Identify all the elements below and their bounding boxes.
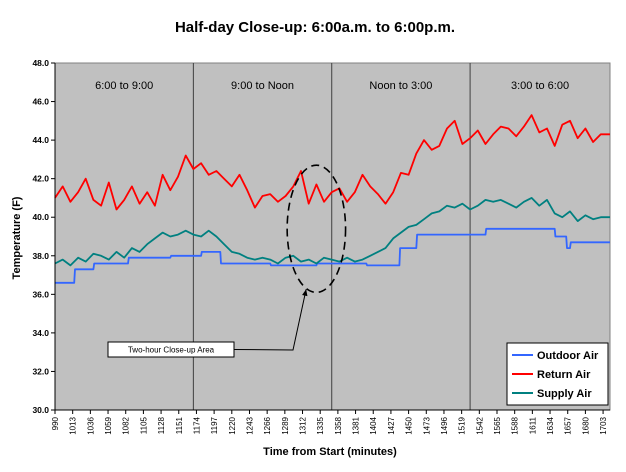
x-tick-label: 1588 <box>511 416 520 434</box>
x-tick-label: 1404 <box>369 416 378 434</box>
x-tick-label: 1220 <box>228 416 237 434</box>
x-tick-label: 1266 <box>263 416 272 434</box>
x-tick-label: 1450 <box>405 416 414 434</box>
y-axis-label: Temperature (F) <box>11 196 23 279</box>
series-line-outdoor-air <box>55 227 610 284</box>
y-tick-label: 48.0 <box>32 58 49 68</box>
x-tick-label: 1174 <box>192 416 201 434</box>
x-tick-label: 1059 <box>104 416 113 434</box>
period-label: 3:00 to 6:00 <box>511 80 569 92</box>
close-up-circle <box>286 164 347 294</box>
x-tick-label: 1289 <box>281 416 290 434</box>
x-tick-label: 1197 <box>210 416 219 434</box>
x-tick-label: 1519 <box>458 416 467 434</box>
legend-label: Return Air <box>537 369 591 381</box>
annotation-arrow <box>233 289 307 351</box>
legend-label: Supply Air <box>537 388 592 400</box>
y-tick-label: 42.0 <box>32 174 49 184</box>
legend-label: Outdoor Air <box>537 350 599 362</box>
annotation-text: Two-hour Close-up Area <box>128 346 215 355</box>
x-tick-label: 1312 <box>299 416 308 434</box>
y-tick-label: 44.0 <box>32 135 49 145</box>
x-tick-label: 1657 <box>564 416 573 434</box>
x-tick-label: 1680 <box>581 416 590 434</box>
x-tick-label: 1381 <box>352 416 361 434</box>
period-label: 9:00 to Noon <box>231 80 294 92</box>
x-tick-label: 1703 <box>599 416 608 434</box>
x-axis-label: Time from Start (minutes) <box>263 446 397 458</box>
period-label: Noon to 3:00 <box>369 80 432 92</box>
y-tick-label: 40.0 <box>32 212 49 222</box>
x-tick-label: 1611 <box>528 416 537 434</box>
series-line-supply-air <box>54 196 610 267</box>
y-tick-label: 38.0 <box>32 251 49 261</box>
x-tick-label: 990 <box>51 416 60 430</box>
x-tick-label: 1496 <box>440 416 449 434</box>
x-tick-label: 1542 <box>475 416 484 434</box>
y-tick-label: 36.0 <box>32 289 49 299</box>
y-tick-label: 34.0 <box>32 328 49 338</box>
chart-title: Half-day Close-up: 6:00a.m. to 6:00p.m. <box>175 19 455 36</box>
y-tick-label: 30.0 <box>32 405 49 415</box>
period-label: 6:00 to 9:00 <box>95 80 153 92</box>
x-tick-label: 1243 <box>245 416 254 434</box>
y-tick-label: 32.0 <box>32 366 49 376</box>
x-tick-label: 1473 <box>422 416 431 434</box>
y-tick-label: 46.0 <box>32 97 49 107</box>
x-tick-label: 1082 <box>122 416 131 434</box>
x-tick-label: 1335 <box>316 416 325 434</box>
x-tick-label: 1358 <box>334 416 343 434</box>
annotation-arrowhead <box>302 289 308 297</box>
x-tick-label: 1427 <box>387 416 396 434</box>
x-tick-label: 1105 <box>139 416 148 434</box>
x-tick-label: 1036 <box>86 416 95 434</box>
x-tick-label: 1634 <box>546 416 555 434</box>
x-tick-label: 1013 <box>69 416 78 434</box>
series-line-return-air <box>54 114 610 211</box>
x-tick-label: 1151 <box>175 416 184 434</box>
x-tick-label: 1565 <box>493 416 502 434</box>
x-tick-label: 1128 <box>157 416 166 434</box>
